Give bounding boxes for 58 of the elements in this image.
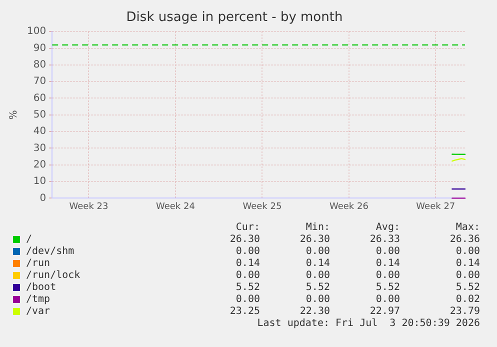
x-tick-label: Week 26 xyxy=(329,202,369,212)
text: 26.30 xyxy=(300,234,330,245)
y-tick-label: 100 xyxy=(26,26,46,38)
text: 0.00 xyxy=(376,246,400,257)
x-tick-label: Week 25 xyxy=(242,202,282,212)
chart-title: Disk usage in percent - by month xyxy=(126,10,343,26)
text: 0.00 xyxy=(376,270,400,281)
x-tick-label: Week 27 xyxy=(416,202,456,212)
y-tick-label: 40 xyxy=(33,126,46,138)
y-axis-title: % xyxy=(8,110,20,120)
legend-label: /dev/shm xyxy=(26,246,74,257)
y-tick-label: 30 xyxy=(33,142,46,154)
text: Avg: xyxy=(376,222,400,233)
text: 5.52 xyxy=(376,282,400,293)
text: 22.30 xyxy=(300,306,330,317)
text: 23.79 xyxy=(450,306,480,317)
text: 26.33 xyxy=(370,234,400,245)
text: 0.00 xyxy=(456,270,480,281)
legend-label: /boot xyxy=(26,282,56,293)
y-tick-label: 70 xyxy=(33,76,46,88)
text: 5.52 xyxy=(236,282,260,293)
legend-label: /tmp xyxy=(26,294,50,305)
text: 26.30 xyxy=(230,234,260,245)
text: 0.00 xyxy=(236,294,260,305)
text: 26.36 xyxy=(450,234,480,245)
text: 0.14 xyxy=(456,258,480,269)
y-tick-label: 10 xyxy=(33,176,46,188)
text: 0.00 xyxy=(306,270,330,281)
y-tick-label: 60 xyxy=(33,92,46,104)
text: 0.14 xyxy=(306,258,330,269)
text: Min: xyxy=(306,222,330,233)
text: 5.52 xyxy=(456,282,480,293)
y-tick-label: 90 xyxy=(33,42,46,54)
y-tick-label: 50 xyxy=(33,109,46,120)
text: 0.02 xyxy=(456,294,480,305)
x-tick-label: Week 24 xyxy=(156,202,196,212)
text: 0.00 xyxy=(306,294,330,305)
legend-label: /run/lock xyxy=(26,270,80,281)
text: 22.97 xyxy=(370,306,400,317)
text: 0.00 xyxy=(376,294,400,305)
text: 0.14 xyxy=(236,258,260,269)
y-tick-label: 0 xyxy=(40,192,46,204)
legend-label: /var xyxy=(26,306,50,317)
text: 0.00 xyxy=(456,246,480,257)
text: Cur: xyxy=(236,222,260,233)
text: 0.14 xyxy=(376,258,400,269)
text: 0.00 xyxy=(236,246,260,257)
text: 5.52 xyxy=(306,282,330,293)
legend-label: /run xyxy=(26,258,50,269)
text: 0.00 xyxy=(236,270,260,281)
legend-label: / xyxy=(26,234,32,245)
y-tick-label: 80 xyxy=(33,60,46,71)
x-tick-label: Week 23 xyxy=(69,202,108,212)
y-tick-label: 20 xyxy=(33,159,46,170)
text: 23.25 xyxy=(230,306,260,317)
text: 0.00 xyxy=(306,246,330,257)
text: Last update: Fri Jul 3 20:50:39 2026 xyxy=(257,318,480,329)
text: Max: xyxy=(456,222,480,233)
